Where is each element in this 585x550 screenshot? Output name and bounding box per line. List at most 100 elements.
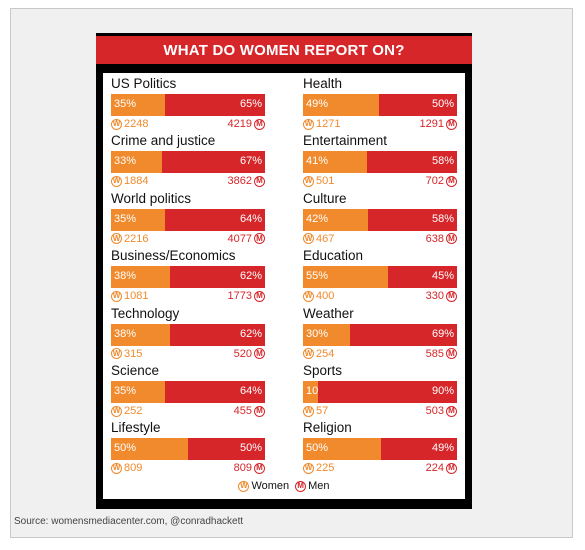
men-icon: M: [254, 348, 265, 360]
count-row: W 400 330 M: [303, 290, 457, 304]
bar-segment-women: 50%: [111, 438, 188, 461]
count-men-value: 638: [425, 232, 444, 245]
count-men-value: 4219: [227, 118, 252, 130]
count-men: 503 M: [426, 405, 457, 417]
count-women: W 1884: [111, 175, 148, 187]
data-label-women: 49%: [306, 98, 329, 110]
legend-label-women: Women: [251, 480, 290, 492]
category-label: Crime and justice: [111, 133, 216, 149]
bar-segment-women: 42%: [303, 208, 368, 231]
category-label: Business/Economics: [111, 248, 236, 264]
count-men: 1773 M: [228, 290, 265, 302]
data-label-men: 64%: [239, 385, 262, 397]
data-label-men: 62%: [239, 327, 262, 340]
count-men: 4077 M: [228, 233, 265, 245]
data-label-men: 64%: [239, 212, 262, 225]
count-row: W 467 638 M: [303, 233, 457, 247]
data-label-women: 38%: [114, 327, 137, 340]
count-women: W 467: [303, 233, 334, 245]
data-label-men: 69%: [431, 327, 454, 340]
men-icon: M: [446, 290, 457, 302]
count-women: W 2216: [111, 233, 148, 245]
category-label: World politics: [111, 190, 192, 206]
count-women: W 225: [303, 462, 334, 474]
count-row: W 225 224 M: [303, 462, 457, 476]
count-women-value: 252: [124, 405, 143, 417]
category-block: Crime and justice 33% 67% W 1884 3862 M: [111, 133, 265, 190]
category-block: Technology 38% 62% W 315 520 M: [111, 305, 265, 363]
count-men: 3862 M: [228, 175, 265, 187]
count-row: W 254 585 M: [303, 348, 457, 362]
bar-segment-women: 38%: [111, 323, 170, 346]
bar-segment-men: 62%: [169, 266, 265, 289]
data-label-women: 38%: [114, 270, 137, 283]
bar-segment-men: 45%: [387, 266, 457, 289]
count-women: W 400: [303, 290, 334, 302]
count-men: 224 M: [426, 462, 457, 474]
count-men-value: 3862: [227, 175, 252, 188]
count-men-value: 455: [233, 405, 252, 417]
count-women: W 252: [111, 405, 142, 417]
stacked-bar: 50% 50%: [111, 438, 265, 461]
bar-segment-men: 64%: [165, 381, 265, 403]
category-label: Technology: [111, 305, 180, 321]
count-women-value: 57: [316, 405, 329, 417]
count-men-value: 809: [233, 462, 252, 475]
data-label-women: 55%: [306, 270, 329, 283]
count-women-value: 225: [316, 462, 335, 475]
data-label-men: 45%: [431, 270, 454, 283]
bar-segment-men: 58%: [366, 151, 457, 174]
data-label-men: 58%: [431, 155, 454, 168]
men-icon: M: [446, 348, 457, 360]
count-men: 330 M: [426, 290, 457, 302]
data-label-men: 50%: [431, 98, 454, 110]
women-icon: W: [111, 405, 122, 417]
men-icon: M: [446, 462, 457, 474]
count-men-value: 520: [233, 347, 252, 360]
women-icon: W: [111, 233, 122, 245]
count-women-value: 1271: [316, 118, 341, 130]
count-men: 809 M: [234, 462, 265, 474]
data-label-men: 62%: [239, 270, 262, 283]
count-row: W 1884 3862 M: [111, 175, 265, 189]
count-women-value: 1081: [124, 290, 149, 303]
women-icon: W: [303, 348, 314, 360]
count-women-value: 467: [316, 232, 335, 245]
count-men-value: 1773: [227, 290, 252, 303]
data-label-men: 58%: [431, 212, 454, 225]
legend-item-women: W Women: [238, 480, 289, 492]
bar-segment-men: 90%: [318, 381, 457, 403]
legend: W Women M Men: [96, 480, 472, 492]
bar-segment-women: 50%: [303, 438, 381, 461]
category-block: Education 55% 45% W 400 330 M: [303, 248, 457, 305]
data-label-women: 41%: [306, 155, 329, 168]
count-women-value: 1884: [124, 175, 149, 188]
source-note: Source: womensmediacenter.com, @conradha…: [14, 516, 244, 527]
category-label: Science: [111, 363, 160, 378]
data-label-women: 42%: [306, 212, 329, 225]
stacked-bar: 35% 64%: [111, 208, 265, 231]
bar-segment-men: 62%: [169, 323, 265, 346]
category-block: World politics 35% 64% W 2216 4077 M: [111, 190, 265, 248]
bar-segment-women: 35%: [111, 94, 165, 116]
category-block: Business/Economics 38% 62% W 1081 1773 M: [111, 248, 265, 305]
count-men: 585 M: [426, 348, 457, 360]
bar-segment-women: 55%: [303, 266, 388, 289]
count-women: W 2248: [111, 118, 148, 130]
data-label-men: 67%: [239, 155, 262, 168]
bar-segment-women: 49%: [303, 94, 380, 116]
category-block: US Politics 35% 65% W 2248 4219 M: [111, 76, 265, 133]
legend-item-men: M Men: [295, 480, 330, 492]
category-block: Entertainment 41% 58% W 501 702 M: [303, 133, 457, 190]
count-women: W 315: [111, 348, 142, 360]
count-women-value: 501: [316, 175, 335, 188]
bar-segment-women: 30%: [303, 323, 350, 346]
count-women-value: 2248: [124, 118, 149, 130]
bar-segment-men: 67%: [161, 151, 265, 174]
women-icon: W: [303, 290, 314, 302]
men-icon: M: [446, 118, 457, 130]
data-label-women: 50%: [306, 442, 329, 455]
category-label: Education: [303, 248, 364, 264]
category-label: US Politics: [111, 76, 177, 91]
stacked-bar: 10% 90%: [303, 381, 457, 403]
